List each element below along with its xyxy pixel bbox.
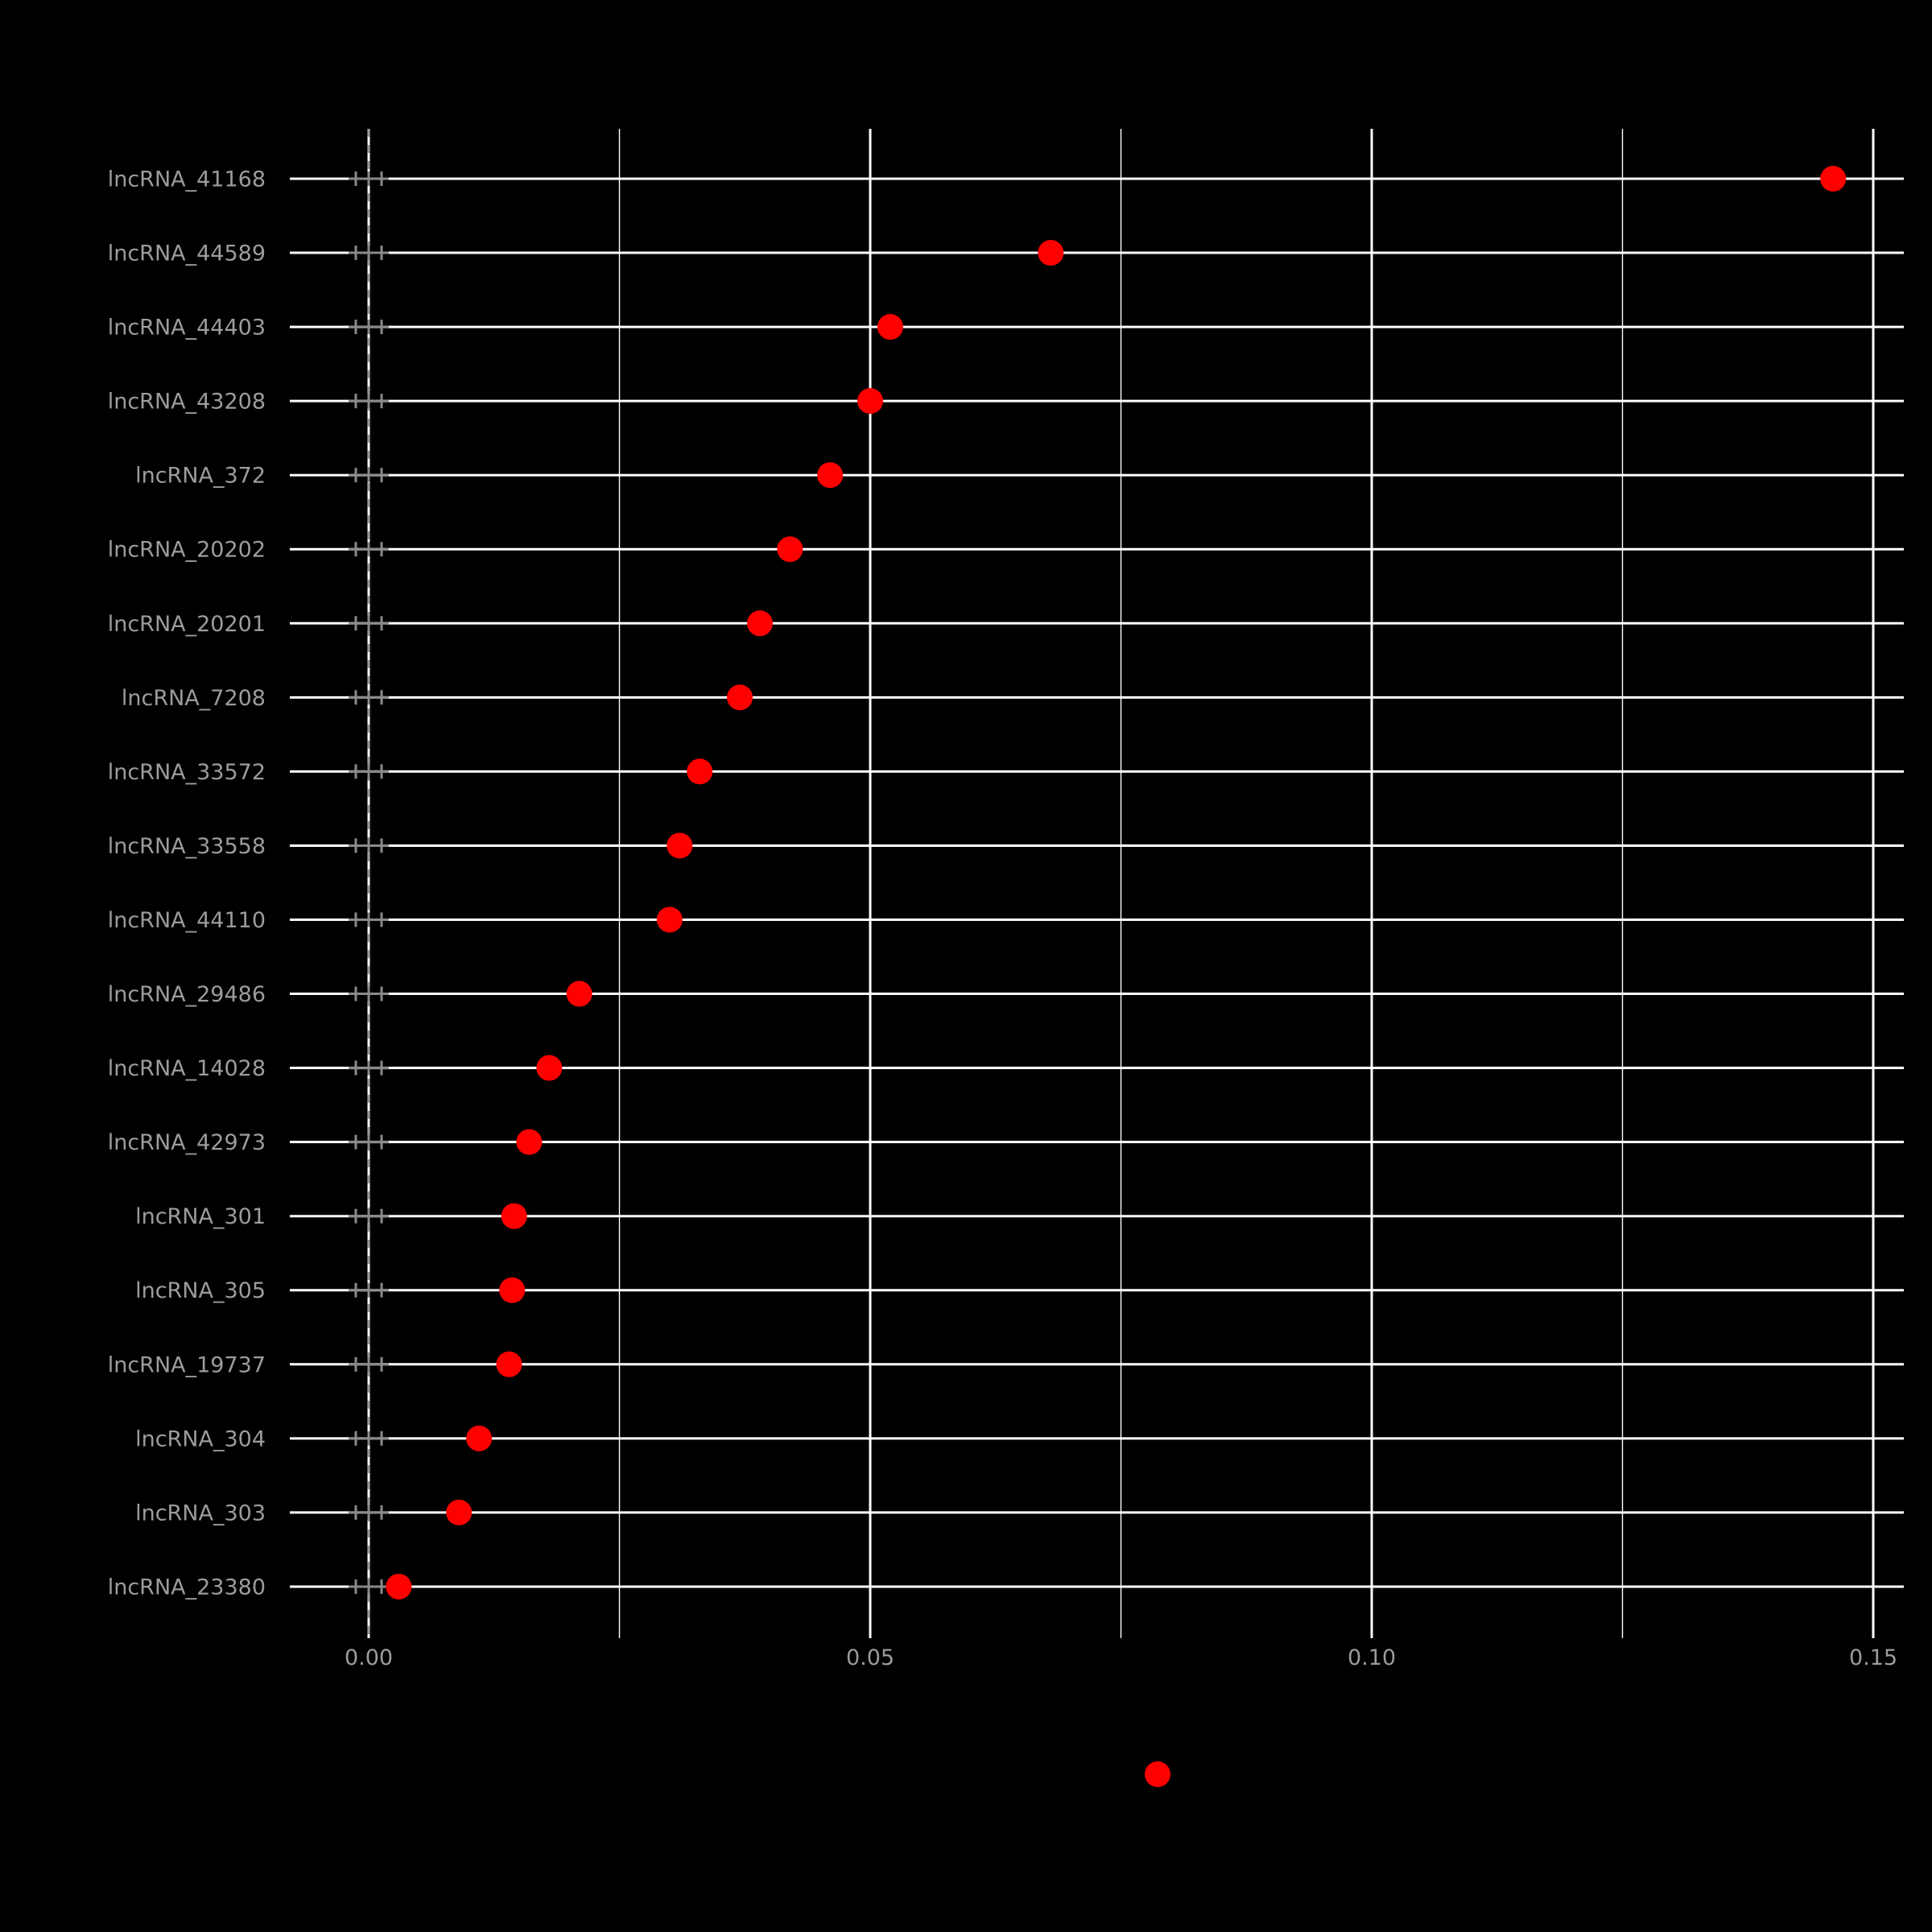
y-axis-label: lncRNA_305 (135, 1278, 266, 1303)
data-point (1820, 166, 1847, 192)
y-axis-label: lncRNA_33558 (108, 834, 266, 859)
zero-marker-cluster (349, 1430, 389, 1446)
zero-marker-cluster (349, 542, 389, 557)
zero-marker-cluster (349, 171, 389, 186)
y-axis-label: lncRNA_301 (135, 1204, 266, 1229)
x-axis-tick-label: 0.00 (345, 1645, 393, 1670)
data-point (566, 980, 592, 1007)
data-point (501, 1203, 527, 1229)
y-axis-label: lncRNA_303 (135, 1501, 266, 1525)
y-axis-label: lncRNA_20202 (108, 538, 266, 563)
legend-key-dot (1145, 1761, 1170, 1787)
zero-marker-cluster (349, 986, 389, 1001)
y-axis-label: lncRNA_42973 (108, 1130, 266, 1155)
y-axis-label: lncRNA_41168 (108, 167, 266, 192)
zero-marker-cluster (349, 1579, 389, 1594)
data-point (446, 1499, 473, 1525)
y-axis-label: lncRNA_19737 (108, 1352, 266, 1377)
data-point (687, 758, 713, 785)
zero-marker-cluster (349, 1134, 389, 1150)
data-point (667, 832, 693, 859)
zero-marker-cluster (349, 690, 389, 705)
y-axis-label: lncRNA_44589 (108, 242, 266, 266)
zero-marker-cluster (349, 1356, 389, 1372)
data-point (817, 462, 844, 489)
data-point (536, 1055, 563, 1081)
y-axis-label: lncRNA_20201 (108, 612, 266, 637)
data-point (656, 906, 683, 933)
data-point (516, 1129, 543, 1155)
y-axis-label: lncRNA_33572 (108, 760, 266, 785)
data-point (1038, 240, 1064, 266)
zero-marker-cluster (349, 320, 389, 335)
y-axis-label: lncRNA_44403 (108, 316, 266, 341)
x-axis-tick-label: 0.05 (846, 1645, 894, 1670)
y-axis-label: lncRNA_7208 (122, 686, 266, 711)
y-axis-label: lncRNA_23380 (108, 1575, 266, 1600)
y-axis-label: lncRNA_14028 (108, 1056, 266, 1081)
data-point (727, 684, 753, 711)
y-axis-label: lncRNA_44110 (108, 908, 266, 933)
zero-marker-cluster (349, 1282, 389, 1298)
x-axis-tick-label: 0.10 (1348, 1645, 1396, 1670)
zero-marker-cluster (349, 1505, 389, 1520)
zero-marker-cluster (349, 838, 389, 853)
data-point (466, 1425, 493, 1451)
x-axis-tick-label: 0.15 (1849, 1645, 1897, 1670)
zero-marker-cluster (349, 1060, 389, 1075)
zero-marker-cluster (349, 616, 389, 631)
data-point (877, 314, 903, 341)
data-point (386, 1573, 412, 1600)
zero-marker-cluster (349, 912, 389, 927)
y-axis-label: lncRNA_372 (135, 464, 266, 489)
y-axis-label: lncRNA_43208 (108, 390, 266, 415)
data-point (777, 536, 803, 563)
data-point (857, 388, 883, 415)
zero-marker-cluster (349, 394, 389, 409)
data-point (499, 1277, 526, 1303)
zero-marker-cluster (349, 246, 389, 261)
y-axis-label: lncRNA_304 (135, 1426, 266, 1451)
zero-marker-cluster (349, 764, 389, 779)
zero-marker-cluster (349, 1208, 389, 1224)
y-axis-label: lncRNA_29486 (108, 982, 266, 1007)
legend (1145, 1761, 1170, 1787)
data-point (496, 1351, 522, 1377)
zero-marker-cluster (349, 468, 389, 483)
data-point (746, 610, 773, 637)
